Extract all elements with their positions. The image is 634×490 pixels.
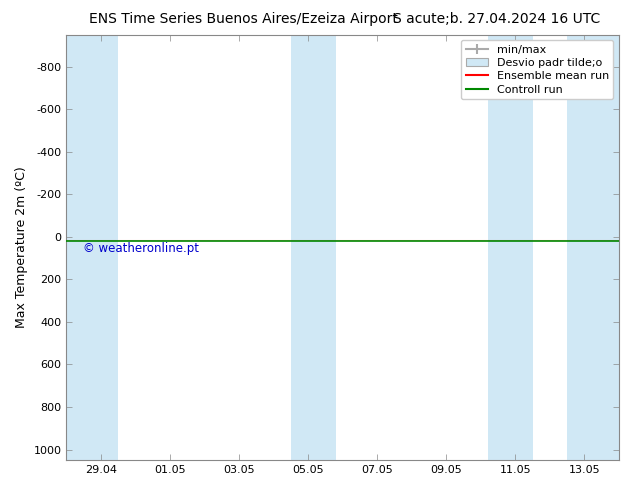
Bar: [567, 35, 619, 460]
Bar: [291, 35, 336, 460]
Bar: [67, 35, 118, 460]
Bar: [488, 35, 533, 460]
Text: © weatheronline.pt: © weatheronline.pt: [83, 242, 199, 255]
Legend: min/max, Desvio padr tilde;o, Ensemble mean run, Controll run: min/max, Desvio padr tilde;o, Ensemble m…: [461, 40, 614, 99]
Text: ENS Time Series Buenos Aires/Ezeiza Airport: ENS Time Series Buenos Aires/Ezeiza Airp…: [89, 12, 398, 26]
Text: S acute;b. 27.04.2024 16 UTC: S acute;b. 27.04.2024 16 UTC: [393, 12, 600, 26]
Y-axis label: Max Temperature 2m (ºC): Max Temperature 2m (ºC): [15, 167, 28, 328]
